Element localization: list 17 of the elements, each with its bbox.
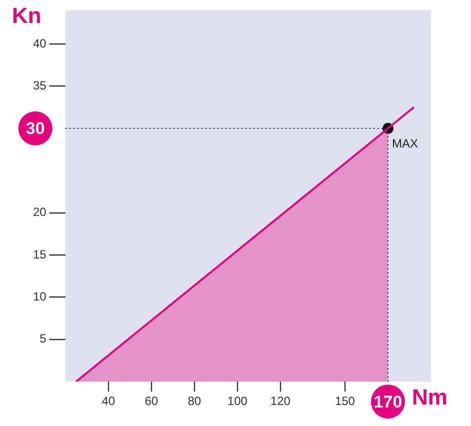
- x-tick-label: 100: [227, 394, 248, 408]
- y-tick-label: 15: [32, 247, 47, 262]
- y-tick-label: 35: [32, 78, 47, 92]
- y-tick-label: 10: [32, 290, 47, 304]
- x-tick-label: 40: [102, 394, 116, 408]
- annotation: MAX: [392, 136, 418, 151]
- ref-line-label: 30: [26, 119, 45, 138]
- x-tick-label: 150: [334, 394, 356, 408]
- x-tick-label: 120: [270, 394, 291, 408]
- x-tick-label: 80: [188, 394, 202, 408]
- ref-line-label: 170: [374, 392, 402, 412]
- y-tick-label: 20: [32, 205, 47, 220]
- x-tick-label: 60: [144, 394, 158, 408]
- x-axis-title: Nm: [412, 384, 448, 410]
- y-tick-label: 40: [32, 36, 47, 50]
- y-tick-label: 5: [40, 332, 47, 346]
- y-axis-title: Kn: [12, 3, 42, 28]
